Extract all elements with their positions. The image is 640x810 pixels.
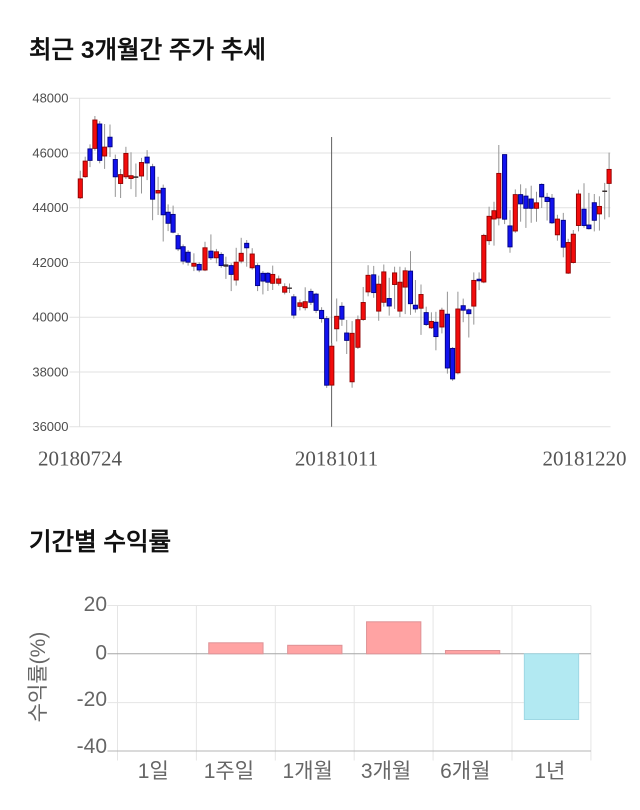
svg-text:40000: 40000 — [32, 310, 68, 325]
svg-text:6개월: 6개월 — [440, 760, 490, 783]
svg-text:1년: 1년 — [534, 760, 565, 783]
svg-text:-40: -40 — [77, 735, 107, 758]
svg-text:3개월: 3개월 — [361, 760, 411, 783]
svg-text:20181011: 20181011 — [295, 447, 378, 471]
svg-text:1개월: 1개월 — [283, 760, 333, 783]
svg-text:42000: 42000 — [32, 255, 68, 270]
svg-text:1주일: 1주일 — [204, 760, 254, 783]
svg-text:20180724: 20180724 — [38, 447, 123, 471]
svg-text:-20: -20 — [77, 688, 107, 711]
svg-text:46000: 46000 — [32, 145, 68, 160]
svg-text:0: 0 — [95, 642, 107, 665]
svg-text:20181220: 20181220 — [543, 447, 627, 471]
svg-text:36000: 36000 — [32, 419, 68, 434]
svg-text:44000: 44000 — [32, 200, 68, 215]
svg-text:수익률(%): 수익률(%) — [27, 632, 50, 723]
svg-text:48000: 48000 — [32, 91, 68, 106]
svg-text:1일: 1일 — [138, 760, 169, 783]
svg-text:20: 20 — [84, 593, 107, 616]
svg-text:38000: 38000 — [32, 364, 68, 379]
